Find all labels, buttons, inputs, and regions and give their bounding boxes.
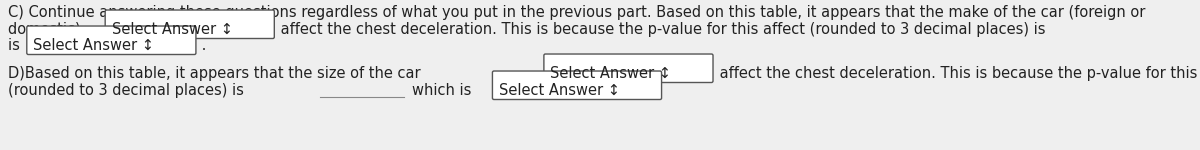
Text: domestic): domestic) [8,22,85,37]
Text: Select Answer ↕: Select Answer ↕ [112,22,233,37]
FancyBboxPatch shape [544,54,713,82]
Text: .: . [198,38,206,53]
Text: (rounded to 3 decimal places) is: (rounded to 3 decimal places) is [8,83,244,98]
Text: which is: which is [413,83,476,98]
Text: is: is [8,38,24,53]
FancyBboxPatch shape [106,10,275,39]
Text: D)Based on this table, it appears that the size of the car: D)Based on this table, it appears that t… [8,66,425,81]
Text: Select Answer ↕: Select Answer ↕ [551,66,671,81]
Text: Select Answer ↕: Select Answer ↕ [34,38,155,53]
FancyBboxPatch shape [26,26,196,54]
Text: C) Continue answering these questions regardless of what you put in the previous: C) Continue answering these questions re… [8,5,1145,20]
Text: affect the chest deceleration. This is because the p-value for this affect (roun: affect the chest deceleration. This is b… [276,22,1045,37]
Text: Select Answer ↕: Select Answer ↕ [499,83,620,98]
Text: affect the chest deceleration. This is because the p-value for this affect: affect the chest deceleration. This is b… [714,66,1200,81]
FancyBboxPatch shape [492,71,661,99]
